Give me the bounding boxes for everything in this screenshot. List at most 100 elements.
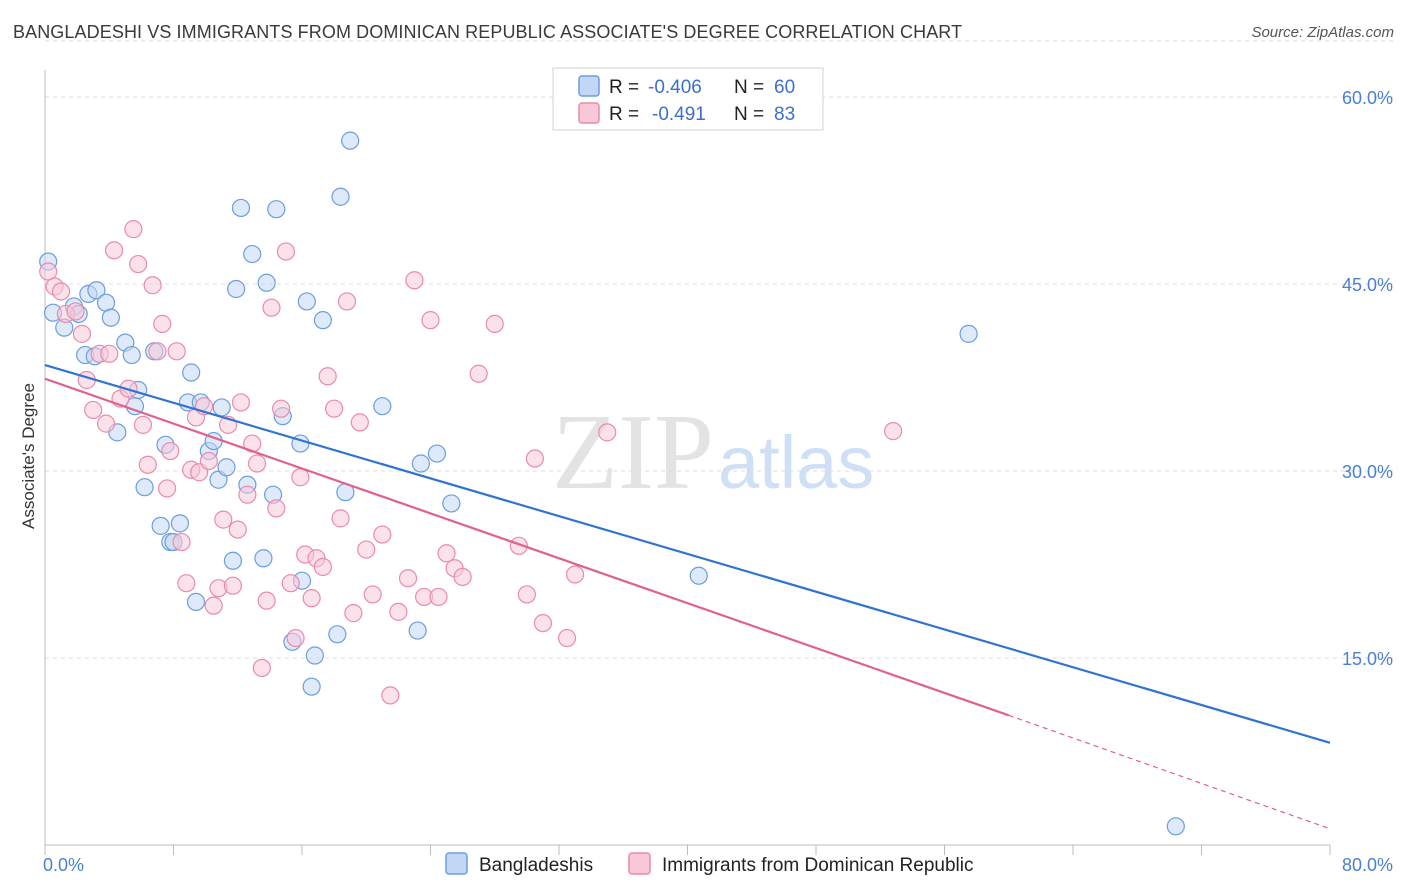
data-point-dominican bbox=[565, 565, 585, 584]
data-point-bangladeshi bbox=[297, 292, 316, 311]
data-point-dominican bbox=[469, 364, 488, 383]
data-point-dominican bbox=[272, 399, 291, 418]
legend-r-label-2: R = bbox=[609, 104, 639, 125]
data-point-dominican bbox=[167, 342, 186, 361]
legend-r-value-1: -0.406 bbox=[648, 77, 702, 98]
series-legend: Bangladeshis Immigrants from Dominican R… bbox=[445, 852, 974, 876]
data-point-dominican bbox=[231, 393, 251, 412]
bottom-legend-swatch-blue bbox=[445, 852, 468, 875]
axes bbox=[44, 70, 1331, 855]
data-point-bangladeshi bbox=[151, 516, 170, 535]
y-tick-label: 60.0% bbox=[1342, 88, 1393, 108]
data-point-dominican bbox=[331, 509, 350, 528]
data-point-dominican bbox=[161, 441, 180, 461]
data-point-dominican bbox=[398, 569, 418, 588]
data-point-dominican bbox=[262, 298, 281, 317]
data-point-dominican bbox=[138, 455, 157, 474]
data-point-bangladeshi bbox=[170, 514, 190, 533]
data-point-dominican bbox=[381, 686, 400, 705]
data-point-dominican bbox=[214, 510, 233, 529]
trend-lines bbox=[44, 363, 1331, 830]
data-point-bangladeshi bbox=[328, 625, 347, 644]
data-point-dominican bbox=[247, 454, 267, 473]
data-point-dominican bbox=[509, 536, 528, 555]
data-point-dominican bbox=[344, 604, 363, 623]
data-point-bangladeshi bbox=[427, 444, 447, 463]
y-axis-label: Associate's Degree bbox=[19, 383, 38, 529]
y-tick-label: 15.0% bbox=[1342, 649, 1393, 669]
data-point-dominican bbox=[124, 220, 143, 239]
data-point-dominican bbox=[39, 262, 58, 281]
data-point-dominican bbox=[883, 422, 903, 441]
series-bangladeshis bbox=[39, 131, 1185, 836]
grid-lines bbox=[45, 40, 1395, 659]
data-point-dominican bbox=[363, 585, 382, 604]
data-point-dominican bbox=[557, 628, 577, 648]
data-point-dominican bbox=[453, 567, 472, 587]
data-point-dominican bbox=[153, 314, 172, 333]
data-point-dominican bbox=[177, 574, 196, 593]
data-point-bangladeshi bbox=[313, 311, 332, 330]
trend-line-dominican bbox=[44, 377, 1010, 717]
data-point-bangladeshi bbox=[186, 592, 206, 612]
bottom-legend-label-2: Immigrants from Dominican Republic bbox=[662, 855, 974, 876]
data-point-bangladeshi bbox=[254, 549, 273, 568]
legend-n-value-1: 60 bbox=[774, 77, 795, 98]
source-label: Source: ZipAtlas.com bbox=[1251, 24, 1394, 41]
x-tick-label-min: 0.0% bbox=[43, 855, 84, 875]
data-point-dominican bbox=[437, 544, 456, 563]
data-point-dominican bbox=[517, 585, 536, 604]
legend-n-label-2: N = bbox=[734, 104, 764, 125]
data-point-dominican bbox=[421, 311, 440, 330]
legend-n-value-2: 83 bbox=[774, 104, 795, 125]
data-point-dominican bbox=[257, 591, 276, 610]
data-point-bangladeshi bbox=[257, 273, 276, 292]
data-point-dominican bbox=[429, 587, 448, 607]
data-point-dominican bbox=[337, 292, 357, 311]
data-point-dominican bbox=[238, 485, 257, 504]
data-point-dominican bbox=[84, 400, 103, 420]
trend-line-dominican-extension bbox=[1008, 714, 1331, 830]
data-point-dominican bbox=[302, 589, 321, 608]
legend-r-value-2: -0.491 bbox=[652, 104, 706, 125]
data-point-dominican bbox=[157, 479, 177, 498]
data-point-bangladeshi bbox=[411, 454, 430, 473]
data-point-bangladeshi bbox=[305, 646, 324, 665]
data-point-bangladeshi bbox=[101, 308, 120, 327]
data-point-dominican bbox=[281, 574, 300, 593]
data-point-bangladeshi bbox=[212, 398, 231, 417]
data-point-bangladeshi bbox=[267, 200, 286, 219]
data-point-dominican bbox=[485, 314, 504, 333]
data-point-dominican bbox=[148, 342, 167, 361]
data-point-dominican bbox=[389, 602, 408, 621]
data-point-dominican bbox=[267, 499, 286, 518]
data-point-dominican bbox=[405, 271, 424, 290]
watermark-zip: ZIP bbox=[552, 393, 714, 512]
data-point-dominican bbox=[318, 367, 337, 386]
data-point-dominican bbox=[525, 449, 545, 468]
data-point-dominican bbox=[129, 254, 148, 274]
data-point-dominican bbox=[223, 576, 243, 595]
y-tick-label: 45.0% bbox=[1342, 275, 1393, 295]
data-point-dominican bbox=[350, 413, 369, 432]
data-point-dominican bbox=[313, 557, 332, 577]
data-point-dominican bbox=[286, 628, 305, 648]
data-point-dominican bbox=[104, 241, 124, 260]
data-point-dominican bbox=[143, 276, 162, 295]
data-point-dominican bbox=[51, 282, 71, 301]
data-point-dominican bbox=[96, 414, 116, 433]
data-point-dominican bbox=[199, 451, 218, 471]
data-point-bangladeshi bbox=[442, 494, 461, 513]
data-point-bangladeshi bbox=[331, 187, 350, 206]
bottom-legend-swatch-pink bbox=[628, 852, 651, 875]
data-point-dominican bbox=[598, 423, 617, 442]
data-point-bangladeshi bbox=[408, 621, 427, 640]
data-point-bangladeshi bbox=[689, 566, 708, 585]
data-point-dominican bbox=[533, 613, 553, 633]
data-point-dominican bbox=[133, 415, 153, 434]
data-point-bangladeshi bbox=[341, 131, 360, 150]
data-point-dominican bbox=[357, 540, 376, 559]
data-point-bangladeshi bbox=[373, 397, 392, 416]
series-dominican bbox=[39, 220, 903, 705]
